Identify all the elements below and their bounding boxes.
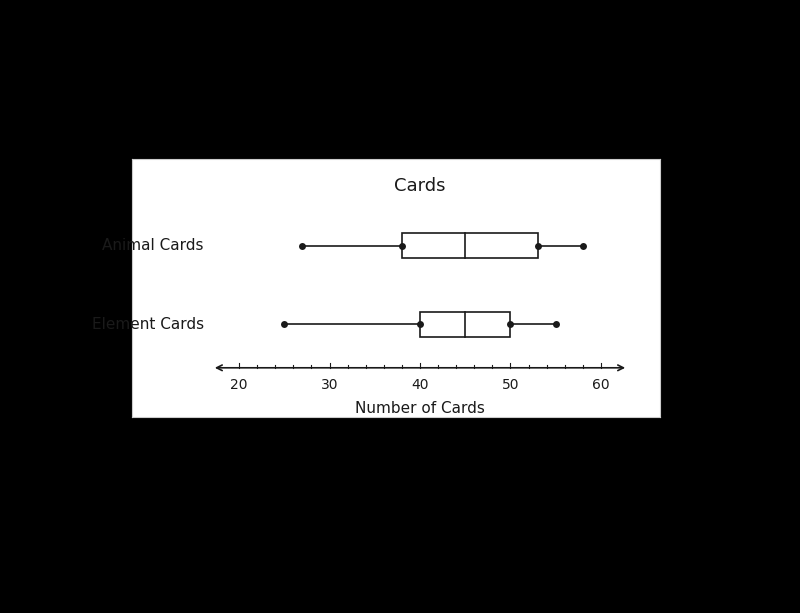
X-axis label: Number of Cards: Number of Cards xyxy=(355,400,485,416)
Bar xyxy=(420,312,510,337)
Text: Element Cards: Element Cards xyxy=(91,317,204,332)
Bar xyxy=(402,233,538,258)
Title: Cards: Cards xyxy=(394,177,446,195)
Text: Animal Cards: Animal Cards xyxy=(102,238,204,253)
